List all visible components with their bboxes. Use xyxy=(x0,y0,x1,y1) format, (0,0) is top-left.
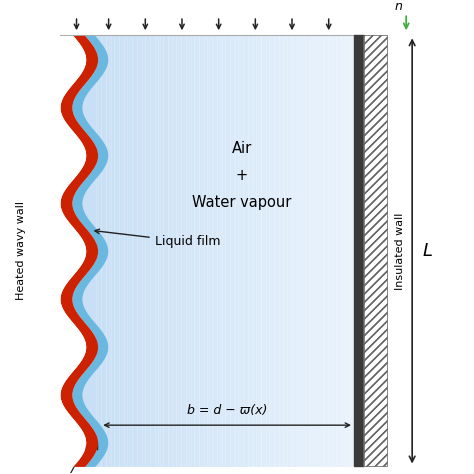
Bar xyxy=(364,36,387,466)
Text: Air
+
Water vapour: Air + Water vapour xyxy=(192,141,291,210)
Bar xyxy=(364,36,387,466)
Bar xyxy=(364,36,387,466)
Text: Liquid film: Liquid film xyxy=(95,229,220,248)
Text: Insulated wall: Insulated wall xyxy=(395,212,405,290)
Text: L: L xyxy=(422,242,432,260)
Text: b = d − ϖ(x): b = d − ϖ(x) xyxy=(187,404,267,417)
Bar xyxy=(354,36,364,466)
Text: n: n xyxy=(395,0,402,13)
Text: Heated wavy wall: Heated wavy wall xyxy=(16,201,26,301)
